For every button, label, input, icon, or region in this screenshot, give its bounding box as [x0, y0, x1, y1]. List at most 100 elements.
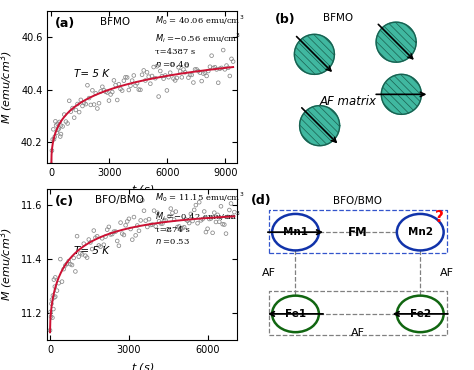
Point [66, 261, 74, 267]
Point [74, 101, 82, 107]
Point [137, 218, 145, 223]
Text: (b): (b) [274, 13, 295, 26]
Point [199, 216, 206, 222]
Point [122, 74, 129, 80]
Point [100, 87, 108, 93]
Point [75, 254, 82, 260]
Point [142, 218, 149, 223]
Y-axis label: $M$ (emu/cm$^3$): $M$ (emu/cm$^3$) [0, 50, 16, 124]
Point [148, 73, 156, 79]
Point [216, 219, 223, 225]
Polygon shape [294, 34, 334, 74]
Point [223, 63, 230, 68]
Point [142, 78, 149, 84]
Point [207, 215, 215, 221]
Point [156, 68, 164, 74]
Point [170, 217, 178, 223]
Point [185, 75, 192, 81]
Point [166, 70, 174, 76]
Point [51, 295, 58, 300]
Point [135, 228, 143, 234]
Point [115, 243, 123, 249]
Point [62, 263, 69, 269]
Point [206, 64, 214, 70]
Text: ?: ? [435, 210, 444, 225]
Point [152, 223, 160, 229]
Polygon shape [382, 74, 421, 114]
Point [97, 244, 104, 250]
Point [163, 87, 171, 93]
Polygon shape [300, 106, 339, 146]
Point [173, 224, 181, 230]
Point [178, 74, 186, 80]
Point [167, 206, 174, 212]
Circle shape [397, 214, 444, 250]
Point [177, 225, 184, 231]
Point [82, 253, 89, 259]
Point [65, 258, 73, 264]
Point [77, 250, 84, 256]
Point [55, 127, 62, 132]
Point [182, 216, 190, 222]
Point [191, 67, 199, 73]
Point [224, 214, 231, 220]
Point [220, 222, 228, 228]
Point [52, 118, 59, 124]
Point [229, 58, 237, 64]
Point [93, 105, 101, 111]
Point [213, 67, 220, 73]
Text: Mn1: Mn1 [283, 227, 308, 237]
Point [57, 131, 65, 137]
Point [137, 87, 144, 93]
Point [91, 235, 99, 241]
Point [212, 219, 220, 225]
Point [173, 75, 181, 81]
Point [102, 233, 109, 239]
Text: FM: FM [348, 226, 368, 239]
Point [107, 232, 114, 238]
Y-axis label: $M$ (emu/cm$^3$): $M$ (emu/cm$^3$) [0, 228, 16, 301]
Point [83, 82, 91, 88]
Point [58, 279, 66, 285]
Point [214, 212, 221, 218]
Point [186, 72, 194, 78]
Point [55, 280, 63, 286]
Point [145, 216, 153, 222]
Text: (d): (d) [251, 194, 272, 207]
Point [52, 122, 60, 128]
Point [187, 211, 195, 217]
Point [110, 77, 118, 83]
Point [109, 231, 116, 237]
Point [103, 227, 111, 233]
Point [51, 284, 59, 290]
Point [47, 161, 55, 167]
Point [122, 222, 129, 228]
Point [107, 91, 114, 97]
Point [153, 63, 161, 69]
Point [221, 66, 228, 72]
Point [162, 218, 170, 223]
Point [99, 235, 106, 241]
Point [197, 218, 205, 223]
Point [50, 136, 58, 142]
Point [120, 78, 128, 84]
Point [87, 102, 94, 108]
Point [72, 107, 80, 113]
Point [127, 226, 135, 232]
Point [196, 70, 204, 75]
Point [175, 223, 183, 229]
Point [115, 81, 123, 87]
Point [210, 210, 218, 216]
Point [227, 201, 235, 206]
Point [95, 242, 102, 248]
Point [191, 207, 198, 213]
Point [77, 97, 84, 103]
Point [52, 275, 59, 280]
Point [194, 68, 202, 74]
Point [57, 122, 65, 128]
Point [110, 229, 118, 235]
Text: BFO/BMO: BFO/BMO [333, 196, 383, 206]
Point [168, 61, 176, 67]
Point [144, 224, 151, 230]
Point [68, 262, 76, 268]
